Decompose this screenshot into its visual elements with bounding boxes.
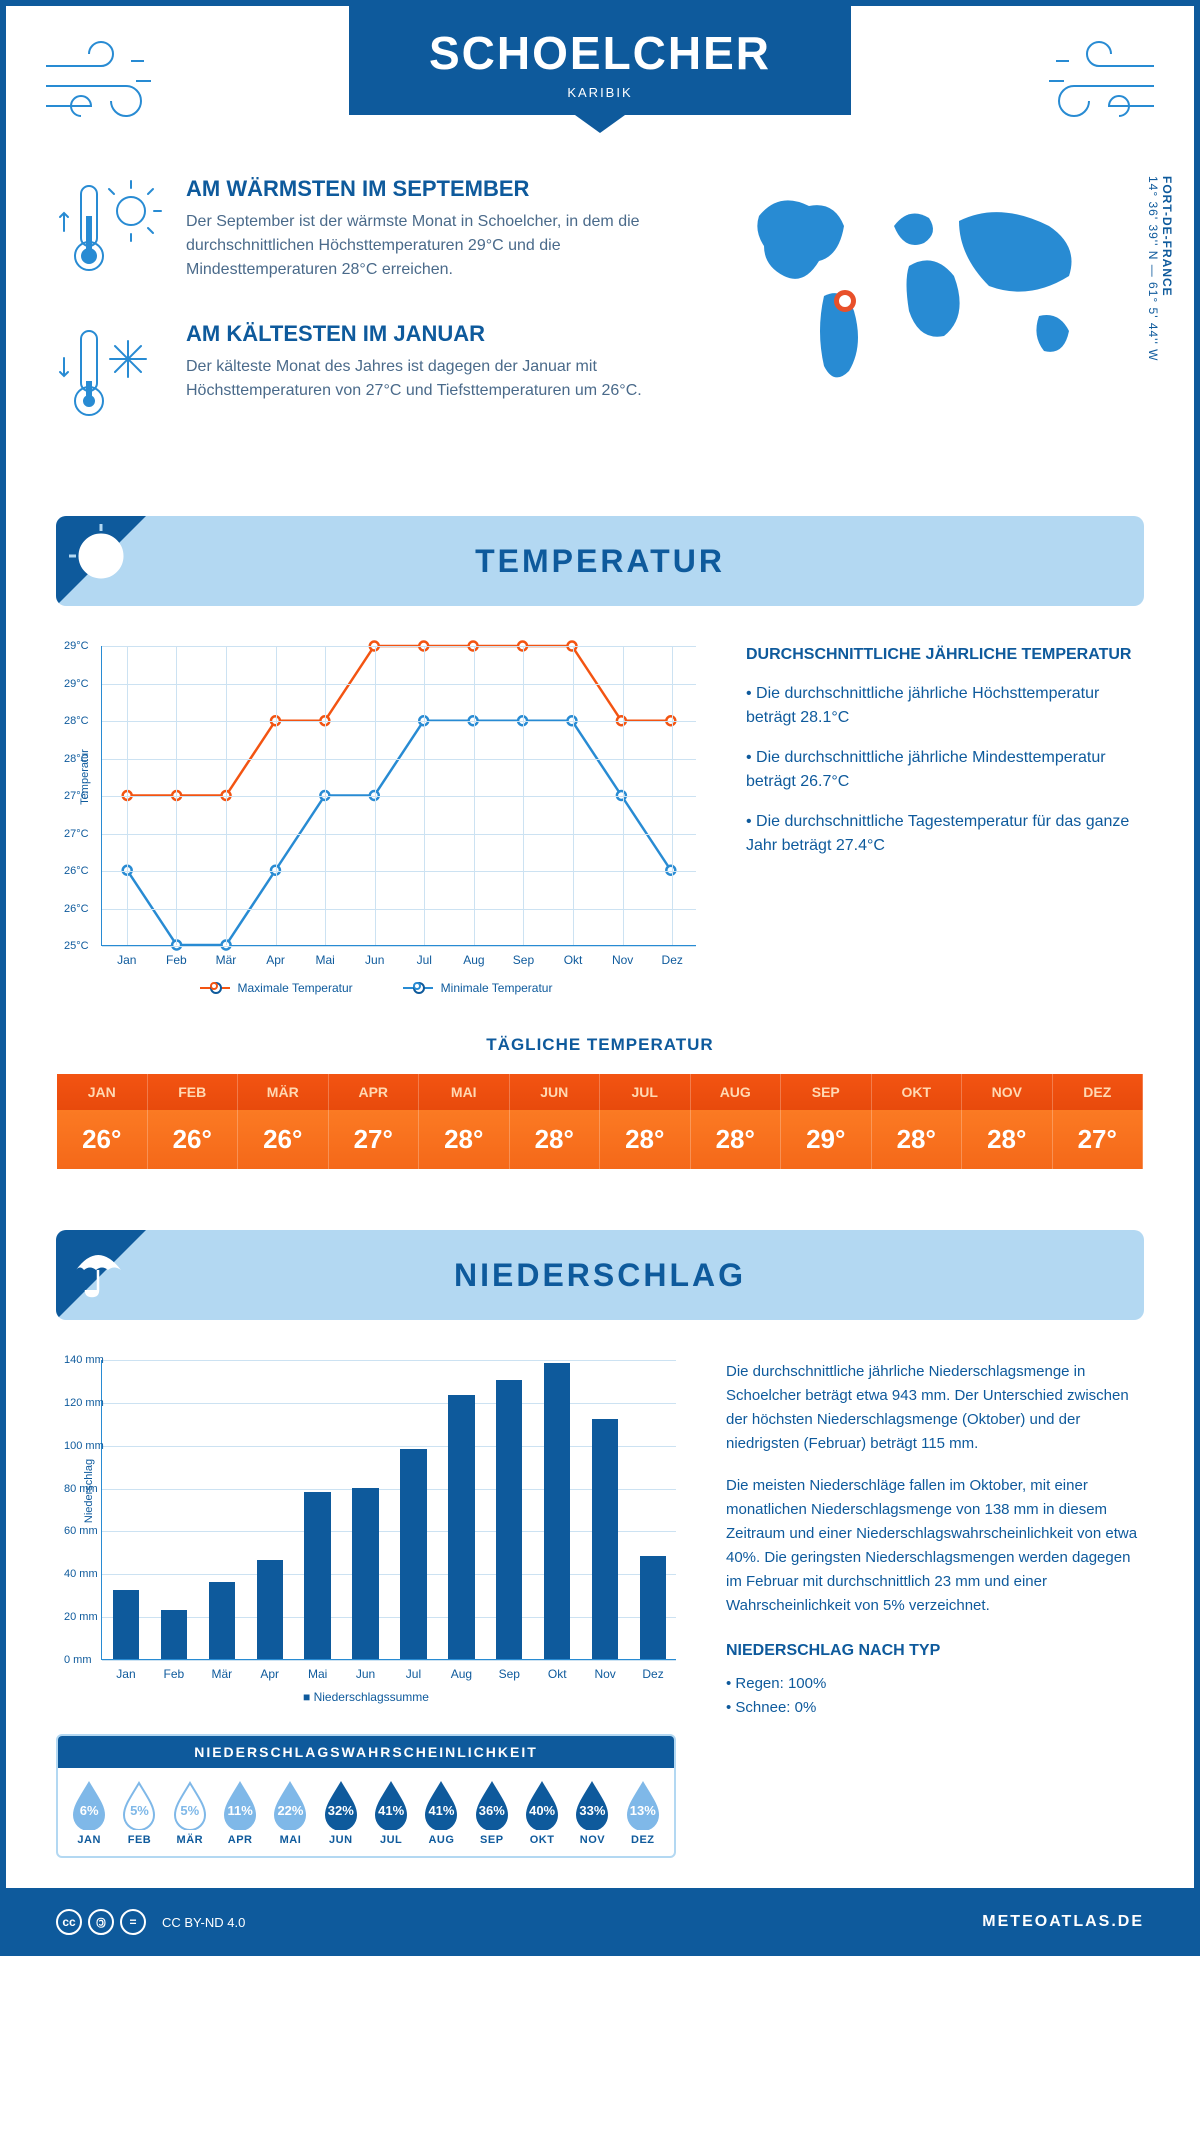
brand-name: METEOATLAS.DE [982, 1913, 1144, 1931]
probability-drop: 5% MÄR [167, 1780, 213, 1846]
bar [544, 1363, 570, 1659]
section-header-precipitation: NIEDERSCHLAG [56, 1230, 1144, 1320]
bar [304, 1492, 330, 1659]
probability-drop: 13% DEZ [620, 1780, 666, 1846]
table-col: NOV28° [962, 1074, 1053, 1169]
license-block: cc 🄯 = CC BY-ND 4.0 [56, 1909, 245, 1935]
bar [592, 1419, 618, 1659]
thermometer-sun-icon [56, 176, 166, 291]
coldest-title: AM KÄLTESTEN IM JANUAR [186, 321, 674, 347]
bar [400, 1449, 426, 1659]
probability-drop: 40% OKT [519, 1780, 565, 1846]
cc-icon: cc [56, 1909, 82, 1935]
precipitation-row: Niederschlag 0 mm20 mm40 mm60 mm80 mm100… [56, 1360, 1144, 1858]
coldest-text: Der kälteste Monat des Jahres ist dagege… [186, 355, 674, 403]
coldest-block: AM KÄLTESTEN IM JANUAR Der kälteste Mona… [56, 321, 674, 436]
title-banner: SCHOELCHER KARIBIK [349, 6, 851, 115]
section-title: TEMPERATUR [475, 543, 725, 580]
table-col: FEB26° [148, 1074, 239, 1169]
warmest-title: AM WÄRMSTEN IM SEPTEMBER [186, 176, 674, 202]
warmest-block: AM WÄRMSTEN IM SEPTEMBER Der September i… [56, 176, 674, 291]
probability-drop: 22% MAI [267, 1780, 313, 1846]
bar [496, 1380, 522, 1659]
bar [640, 1556, 666, 1659]
region-subtitle: KARIBIK [429, 85, 771, 100]
probability-drop: 41% AUG [418, 1780, 464, 1846]
bar-legend: Niederschlagssumme [56, 1690, 676, 1704]
bar [161, 1610, 187, 1659]
wind-icon [36, 31, 176, 136]
temperature-summary: DURCHSCHNITTLICHE JÄHRLICHE TEMPERATUR •… [746, 646, 1144, 995]
umbrella-icon [66, 1235, 131, 1305]
probability-drop: 5% FEB [116, 1780, 162, 1846]
sun-icon [66, 521, 136, 596]
header: SCHOELCHER KARIBIK [56, 6, 1144, 176]
section-title: NIEDERSCHLAG [454, 1257, 746, 1294]
world-map-block: FORT-DE-FRANCE 14° 36' 39'' N — 61° 5' 4… [714, 176, 1144, 466]
table-col: MAI28° [419, 1074, 510, 1169]
daily-temp-title: TÄGLICHE TEMPERATUR [56, 1035, 1144, 1055]
precipitation-bar-chart: Niederschlag 0 mm20 mm40 mm60 mm80 mm100… [56, 1360, 676, 1858]
precipitation-summary: Die durchschnittliche jährliche Niedersc… [726, 1360, 1144, 1858]
section-header-temperature: TEMPERATUR [56, 516, 1144, 606]
intro-section: AM WÄRMSTEN IM SEPTEMBER Der September i… [56, 176, 1144, 466]
table-col: OKT28° [872, 1074, 963, 1169]
city-title: SCHOELCHER [429, 26, 771, 80]
probability-drop: 36% SEP [469, 1780, 515, 1846]
probability-drop: 11% APR [217, 1780, 263, 1846]
wind-icon [1024, 31, 1164, 136]
table-col: SEP29° [781, 1074, 872, 1169]
by-icon: 🄯 [88, 1909, 114, 1935]
probability-drop: 41% JUL [368, 1780, 414, 1846]
warmest-text: Der September ist der wärmste Monat in S… [186, 210, 674, 282]
footer: cc 🄯 = CC BY-ND 4.0 METEOATLAS.DE [0, 1894, 1200, 1956]
page: SCHOELCHER KARIBIK AM WÄRMSTEN IM SEPTEM… [0, 0, 1200, 1894]
table-col: JUL28° [600, 1074, 691, 1169]
table-col: MÄR26° [238, 1074, 329, 1169]
table-col: DEZ27° [1053, 1074, 1144, 1169]
probability-drop: 6% JAN [66, 1780, 112, 1846]
bar [113, 1590, 139, 1659]
table-col: AUG28° [691, 1074, 782, 1169]
coordinates: FORT-DE-FRANCE 14° 36' 39'' N — 61° 5' 4… [1146, 176, 1174, 361]
probability-drop: 33% NOV [569, 1780, 615, 1846]
nd-icon: = [120, 1909, 146, 1935]
bar [209, 1582, 235, 1659]
temperature-line-chart: Temperatur 25°C26°C26°C27°C27°C28°C28°C2… [56, 646, 696, 995]
temperature-row: Temperatur 25°C26°C26°C27°C27°C28°C28°C2… [56, 646, 1144, 995]
table-col: APR27° [329, 1074, 420, 1169]
bar [257, 1560, 283, 1659]
probability-drop: 32% JUN [318, 1780, 364, 1846]
daily-temp-table: JAN26°FEB26°MÄR26°APR27°MAI28°JUN28°JUL2… [56, 1073, 1144, 1170]
table-col: JUN28° [510, 1074, 601, 1169]
thermometer-snow-icon [56, 321, 166, 436]
bar [448, 1395, 474, 1659]
table-col: JAN26° [57, 1074, 148, 1169]
bar [352, 1488, 378, 1659]
probability-box: NIEDERSCHLAGSWAHRSCHEINLICHKEIT 6% JAN 5… [56, 1734, 676, 1858]
world-map [714, 176, 1144, 396]
chart-legend: Maximale Temperatur Minimale Temperatur [56, 981, 696, 995]
